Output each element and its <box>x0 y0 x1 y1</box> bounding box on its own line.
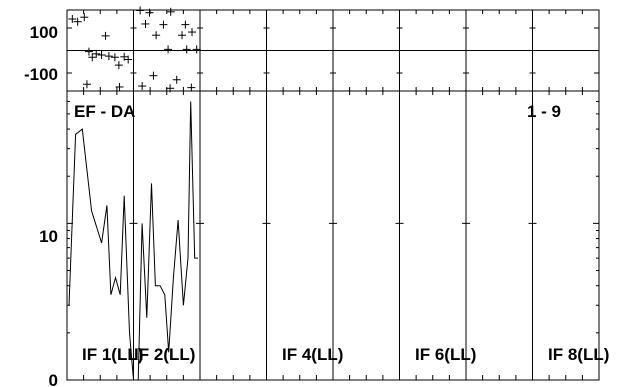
phase-point <box>182 45 191 54</box>
phase-point <box>192 45 201 54</box>
phase-point <box>164 45 173 54</box>
phase-panel <box>68 6 201 93</box>
phase-point <box>138 82 147 91</box>
amplitude-panel <box>68 101 198 381</box>
phase-point <box>188 28 197 37</box>
column-label-if2: IF 2(LL) <box>134 345 195 364</box>
phase-tick-label-100: 100 <box>30 23 58 42</box>
phase-point <box>178 31 187 40</box>
phase-point <box>84 47 93 56</box>
phase-point <box>80 13 89 22</box>
phase-point <box>73 17 82 26</box>
column-label-if1: IF 1(LL) <box>82 345 143 364</box>
phase-point <box>145 8 154 17</box>
phase-point <box>141 19 150 28</box>
phase-point <box>82 80 91 89</box>
phase-point <box>172 75 181 84</box>
phase-point <box>124 55 133 64</box>
phase-point <box>68 15 77 23</box>
amplitude-series-line <box>133 101 198 381</box>
phase-point <box>187 83 196 92</box>
phase-point <box>101 31 110 40</box>
phase-point <box>159 20 168 29</box>
phase-point <box>136 6 145 15</box>
phase-point <box>110 53 119 62</box>
chart-frame <box>66 9 600 381</box>
phase-point <box>166 7 175 16</box>
phase-tick-label-minus-100: -100 <box>24 65 58 84</box>
phase-point <box>149 71 158 80</box>
column-label-if8: IF 8(LL) <box>548 345 609 364</box>
phase-point <box>114 61 123 70</box>
amplitude-series-line <box>68 128 134 381</box>
phase-point <box>152 31 161 40</box>
column-label-if6: IF 6(LL) <box>415 345 476 364</box>
phase-point <box>181 20 190 29</box>
phase-point <box>166 84 175 93</box>
range-label: 1 - 9 <box>527 102 561 121</box>
amplitude-tick-label-10: 10 <box>39 227 58 246</box>
column-label-if4: IF 4(LL) <box>282 345 343 364</box>
phase-point <box>115 82 124 91</box>
phase-point <box>88 53 97 62</box>
baseline-title: EF - DA <box>74 102 135 121</box>
phase-point <box>104 52 113 61</box>
amplitude-tick-label-0: 0 <box>49 371 58 387</box>
phase-point <box>92 49 101 58</box>
phase-point <box>97 51 106 59</box>
